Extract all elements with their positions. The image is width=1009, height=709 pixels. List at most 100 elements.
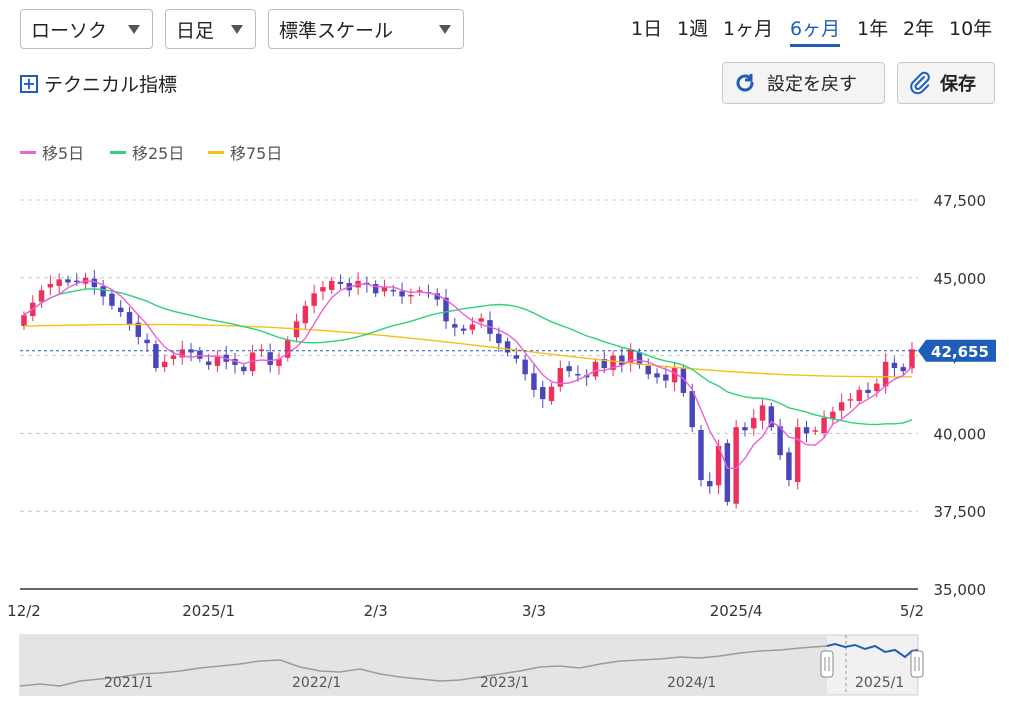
navigator-label-2021: 2021/1 — [104, 675, 154, 691]
ma25-line — [23, 288, 913, 426]
candle-up — [909, 349, 915, 369]
candle-up — [328, 280, 335, 290]
candle-up — [557, 368, 564, 387]
technical-indicator-toggle[interactable]: + テクニカル指標 — [20, 70, 177, 97]
candle-down — [443, 297, 449, 322]
candle-down — [434, 293, 440, 300]
legend-ma5: 移5日 — [20, 140, 84, 164]
chart-type-value: ローソク — [31, 19, 108, 42]
range-navigator[interactable] — [0, 634, 1009, 709]
candle-up — [161, 361, 168, 368]
candle-up — [170, 355, 177, 360]
x-axis: 12/2 2025/1 2/3 3/3 2025/4 5/2 — [7, 602, 924, 620]
save-button[interactable]: 保存 — [897, 62, 995, 104]
legend-ma75-label: 移75日 — [230, 144, 283, 163]
candle-up — [38, 290, 45, 302]
chevron-down-icon — [128, 25, 140, 34]
navigator-right-handle[interactable] — [910, 650, 924, 678]
moving-average-lines — [23, 280, 913, 469]
candle-up — [874, 383, 880, 392]
candle-down — [267, 352, 273, 365]
legend-ma5-label: 移5日 — [42, 144, 85, 163]
navigator-left-handle[interactable] — [820, 650, 834, 678]
candle-down — [513, 355, 520, 359]
candle-up — [258, 349, 265, 351]
y-tick-label: 45,000 — [934, 270, 987, 288]
reset-settings-button[interactable]: 設定を戻す — [722, 62, 885, 104]
candle-down — [583, 375, 590, 378]
candle-down — [91, 278, 98, 288]
period-10y[interactable]: 10年 — [949, 18, 993, 40]
candle-up — [276, 358, 282, 366]
candle-down — [636, 352, 643, 365]
candle-down — [900, 367, 906, 372]
y-tick-label: 35,000 — [934, 581, 987, 599]
candle-up — [812, 430, 819, 432]
candle-down — [575, 373, 581, 376]
candle-up — [847, 399, 854, 401]
candle-up — [285, 340, 291, 358]
refresh-icon — [736, 74, 754, 92]
ma5-line — [23, 280, 913, 469]
candle-down — [680, 368, 687, 393]
x-tick-label: 3/3 — [522, 602, 546, 620]
x-tick-label: 2025/4 — [710, 602, 763, 620]
candle-down — [65, 279, 71, 283]
reset-label: 設定を戻す — [767, 74, 857, 95]
navigator-label-2024: 2024/1 — [667, 675, 717, 691]
candle-down — [803, 427, 810, 434]
candle-down — [689, 391, 695, 428]
candle-down — [724, 443, 731, 502]
candle-up — [759, 405, 766, 421]
candle-down — [742, 427, 748, 431]
navigator-label-2022: 2022/1 — [292, 675, 342, 691]
navigator-unselected-area — [20, 635, 827, 695]
candle-down — [786, 452, 792, 481]
scale-select[interactable]: 標準スケール — [268, 9, 464, 49]
candle-up — [830, 411, 836, 419]
candle-down — [390, 289, 396, 292]
candle-down — [707, 481, 713, 487]
candle-up — [751, 417, 757, 429]
candle-up — [838, 402, 845, 411]
candle-down — [109, 293, 115, 306]
interval-select[interactable]: 日足 — [165, 9, 256, 49]
current-price-marker: 42,655 — [20, 339, 996, 362]
period-2y[interactable]: 2年 — [903, 18, 935, 40]
chevron-down-icon — [439, 25, 451, 34]
paperclip-icon — [910, 71, 930, 95]
x-tick-label: 2025/1 — [182, 602, 235, 620]
chart-type-select[interactable]: ローソク — [20, 9, 153, 49]
candle-up — [408, 294, 414, 297]
candle-down — [205, 361, 212, 365]
candle-down — [460, 328, 467, 331]
legend-ma75: 移75日 — [208, 140, 282, 164]
candle-down — [100, 286, 106, 297]
period-1m[interactable]: 1ヶ月 — [723, 18, 774, 40]
candle-down — [522, 359, 528, 375]
candle-down — [144, 339, 150, 344]
current-price-label: 42,655 — [931, 343, 989, 361]
period-6m[interactable]: 6ヶ月 — [790, 14, 841, 47]
candle-up — [381, 287, 388, 292]
candle-up — [627, 349, 634, 364]
candle-down — [188, 349, 194, 353]
candle-down — [117, 307, 124, 313]
x-tick-label: 5/2 — [900, 602, 924, 620]
period-1w[interactable]: 1週 — [677, 18, 709, 40]
period-1y[interactable]: 1年 — [857, 18, 889, 40]
candle-down — [645, 365, 651, 375]
candle-down — [197, 350, 203, 359]
legend-ma5-swatch — [20, 150, 36, 154]
x-tick-label: 12/2 — [7, 602, 41, 620]
candle-down — [74, 280, 80, 283]
period-1d[interactable]: 1日 — [631, 18, 663, 40]
candle-up — [179, 349, 185, 358]
candle-up — [794, 427, 801, 482]
navigator-selected-line — [826, 642, 919, 659]
candle-up — [548, 386, 555, 402]
candle-down — [452, 324, 458, 328]
legend-ma25-label: 移25日 — [132, 144, 185, 163]
